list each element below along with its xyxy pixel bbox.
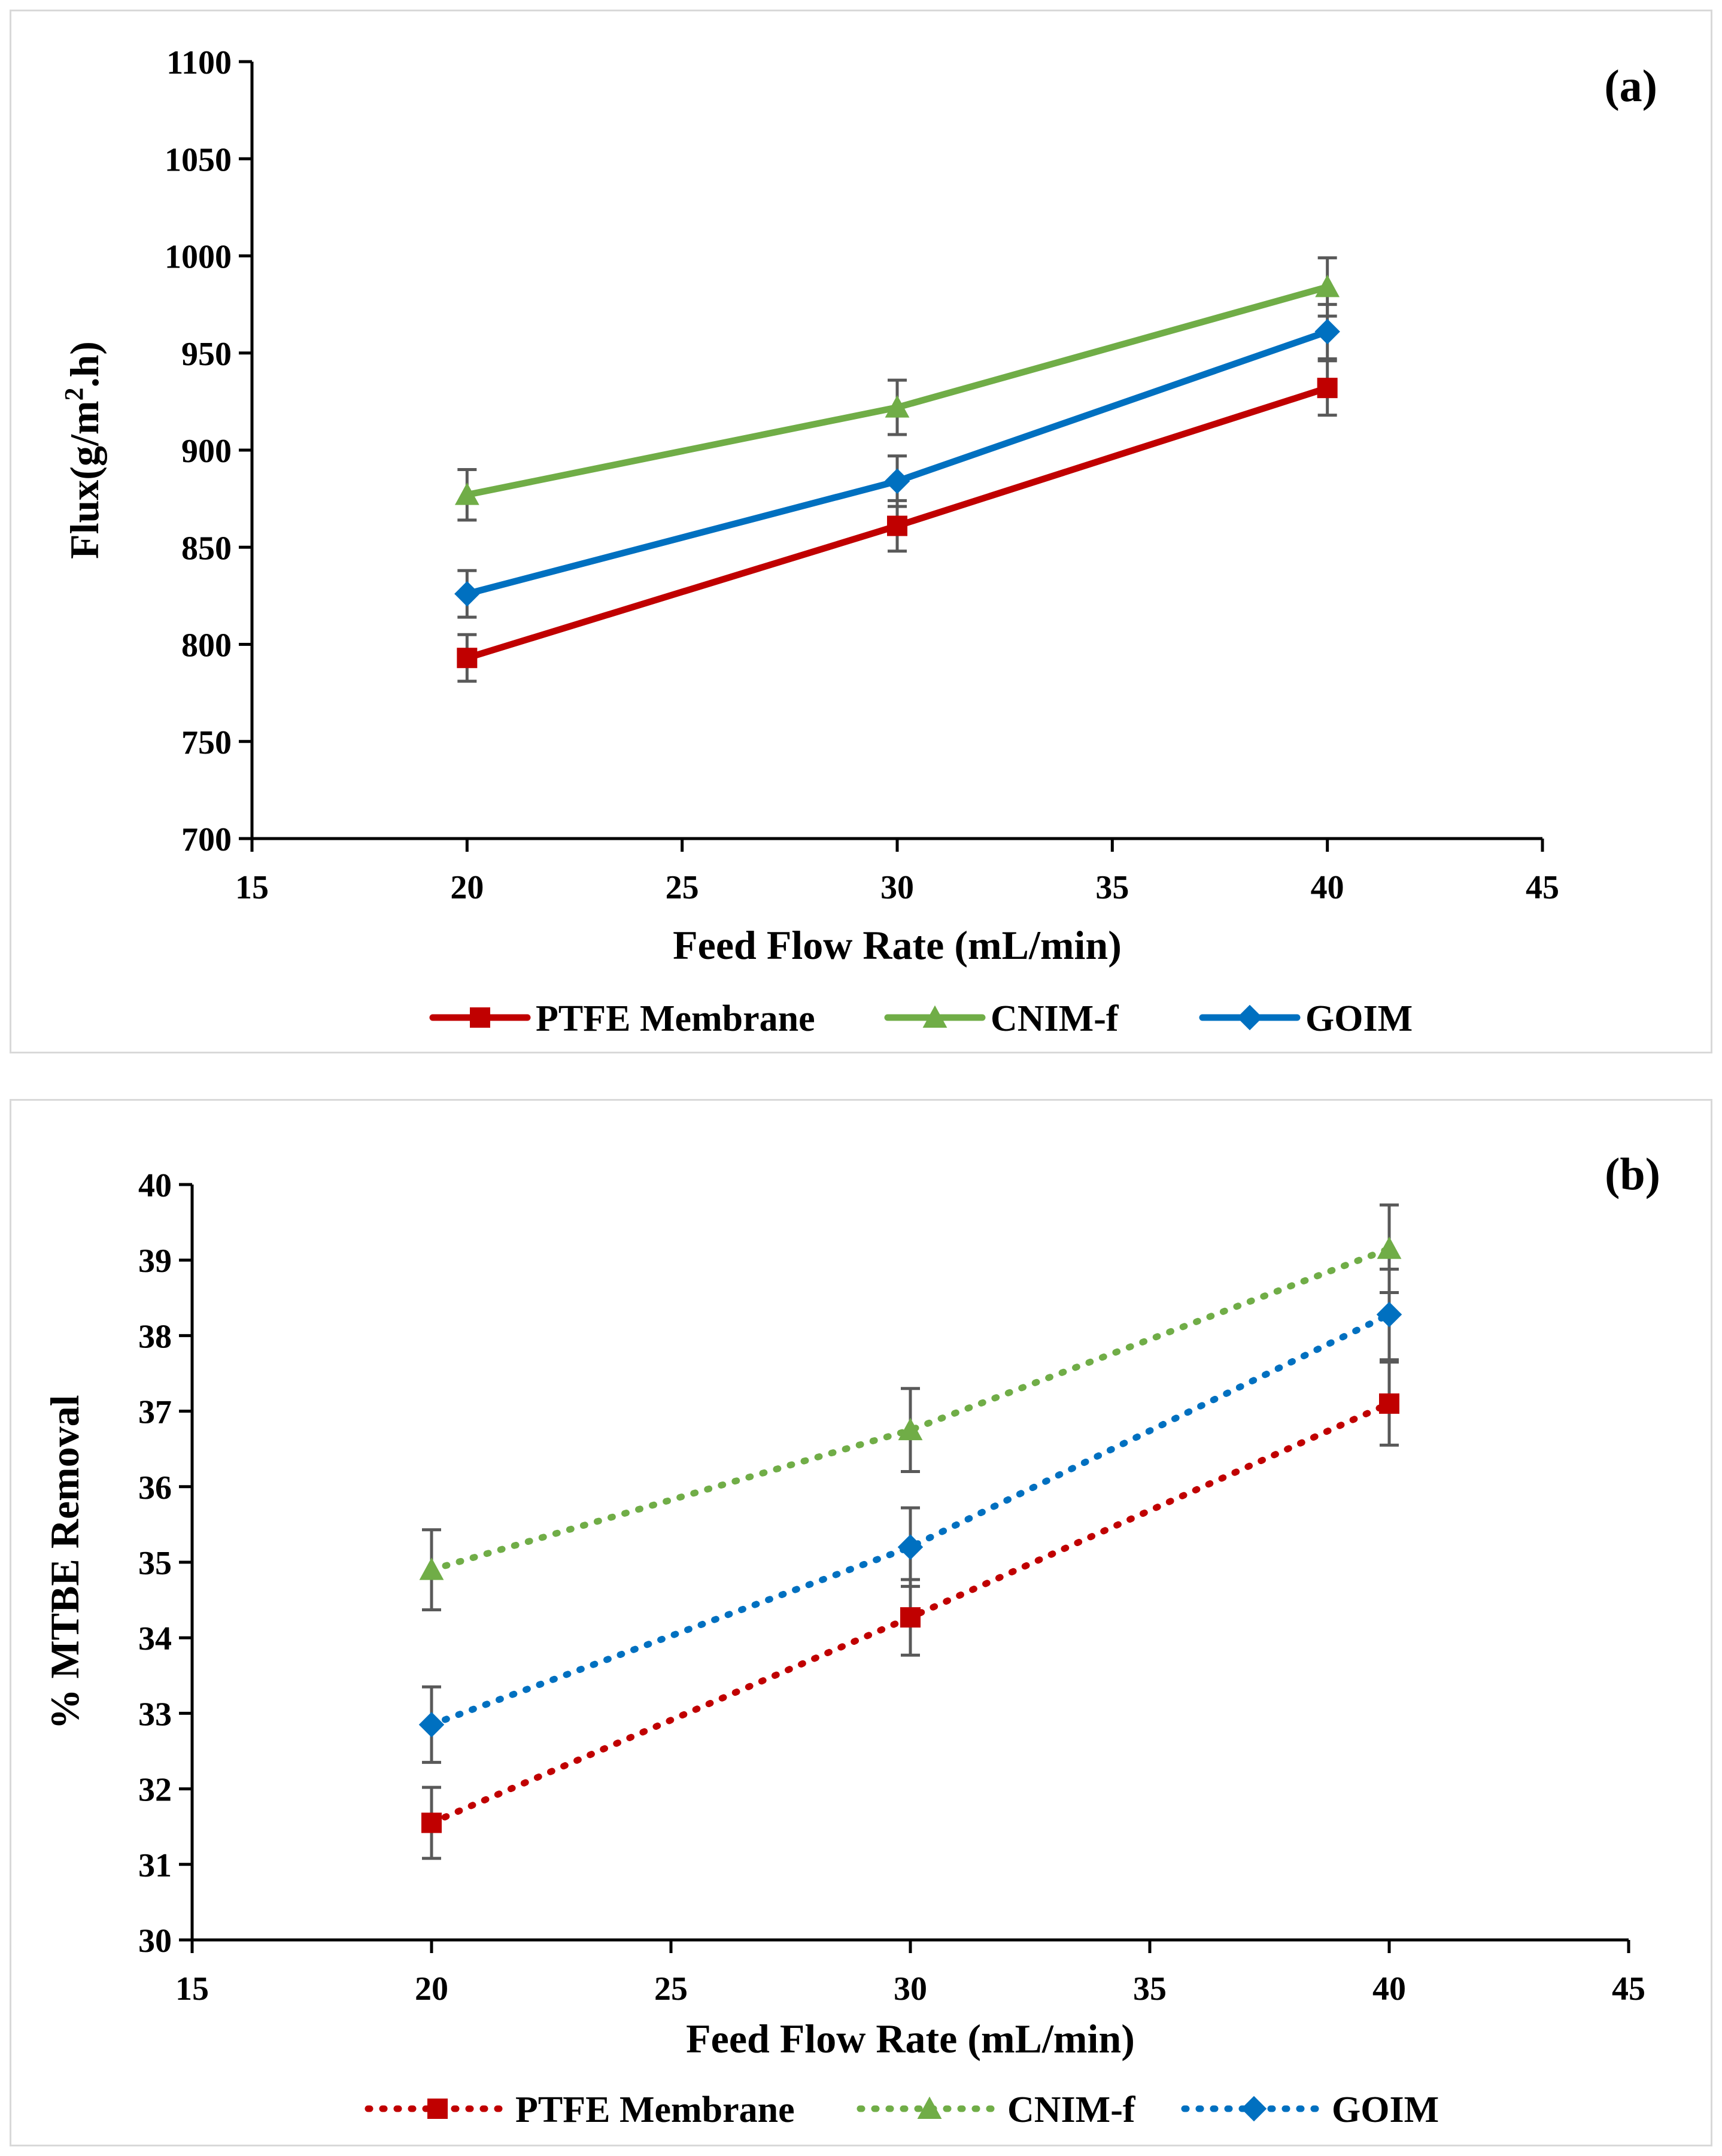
y-tick-label: 750 (181, 724, 232, 761)
x-tick-label: 20 (415, 1970, 448, 2008)
series-ptfe-membrane (457, 359, 1338, 683)
legend-marker (470, 1007, 490, 1028)
y-tick-label: 1050 (165, 141, 232, 178)
y-tick-label: 1000 (165, 239, 232, 276)
data-point (1379, 1393, 1399, 1414)
y-tick-label: 39 (138, 1243, 172, 1280)
legend-marker (1237, 1004, 1263, 1031)
series-line (428, 1311, 1393, 1728)
legend: PTFE Membrane CNIM-f GOIM (429, 998, 1413, 1039)
y-axis-title-superscript: 2 (59, 388, 89, 401)
y-tick-label: 700 (181, 821, 232, 858)
y-axis-title: Flux(g/m2.h) (59, 341, 107, 559)
data-point (418, 1712, 445, 1738)
data-point (1377, 1236, 1402, 1259)
x-tick-label: 45 (1612, 1970, 1645, 2008)
data-point (1376, 1301, 1402, 1328)
legend-marker (917, 2096, 942, 2119)
y-tick-label: 950 (181, 336, 232, 373)
y-tick-label: 800 (181, 627, 232, 664)
y-tick-label: 37 (138, 1394, 172, 1431)
x-tick-label: 30 (894, 1970, 927, 2008)
x-tick-label: 15 (235, 869, 269, 906)
series-goim (418, 1267, 1402, 1764)
legend-marker (922, 1005, 947, 1028)
legend-label: PTFE Membrane (536, 998, 815, 1039)
chart-panel-b: 30 31 32 33 34 35 36 37 38 39 40 15 20 25 30 35 40 45 Feed… (10, 1099, 1712, 2146)
x-tick-label: 35 (1133, 1970, 1167, 2008)
x-tick-label: 25 (666, 869, 699, 906)
chart-panel-a: 700 750 800 850 900 950 1000 1050 1100 15 20 25 30 35… (10, 10, 1712, 1053)
mtbe-removal-chart: 30 31 32 33 34 35 36 37 38 39 40 15 20 25 30 35 40 45 Feed… (42, 1149, 1660, 2130)
y-tick-label: 36 (138, 1469, 172, 1507)
x-tick-label: 45 (1526, 869, 1559, 906)
data-point (1314, 318, 1340, 345)
data-point (457, 648, 478, 669)
data-point (1317, 378, 1338, 399)
y-tick-label: 900 (181, 433, 232, 470)
x-tick-label: 35 (1095, 869, 1129, 906)
y-tick-label: 40 (138, 1167, 172, 1204)
y-tick-label: 850 (181, 530, 232, 567)
legend-label: PTFE Membrane (515, 2090, 795, 2130)
y-tick-label: 32 (138, 1772, 172, 1809)
legend: PTFE Membrane CNIM-f GOIM (365, 2090, 1439, 2130)
legend-label: CNIM-f (1007, 2090, 1136, 2130)
y-axis-title-tail: .h) (62, 341, 107, 387)
y-tick-label: 31 (138, 1847, 172, 1884)
data-point (884, 468, 910, 494)
y-axis-title: % MTBE Removal (42, 1395, 87, 1729)
series-goim (454, 303, 1340, 619)
x-tick-label: 40 (1311, 869, 1344, 906)
y-axis-title-main: % MTBE Removal (42, 1395, 87, 1729)
panel-label: (b) (1605, 1149, 1660, 1200)
data-point (900, 1607, 921, 1628)
data-point (419, 1557, 444, 1580)
data-point (887, 515, 907, 536)
y-tick-label: 38 (138, 1318, 172, 1355)
y-tick-label: 30 (138, 1923, 172, 1960)
y-tick-label: 34 (138, 1620, 172, 1657)
data-point (1315, 275, 1340, 297)
series-ptfe-membrane (421, 1361, 1399, 1860)
data-point (898, 1417, 923, 1441)
y-tick-label: 33 (138, 1696, 172, 1733)
x-tick-label: 40 (1372, 1970, 1406, 2008)
y-axis-title-main: Flux(g/m (62, 401, 107, 559)
y-tick-label: 1100 (166, 44, 232, 81)
data-point (454, 581, 480, 607)
x-axis-title: Feed Flow Rate (mL/min) (673, 922, 1122, 968)
x-tick-label: 15 (175, 1970, 209, 2008)
legend-label: CNIM-f (991, 998, 1119, 1039)
y-tick-label: 35 (138, 1545, 172, 1582)
data-point (885, 395, 910, 418)
x-tick-label: 30 (880, 869, 914, 906)
panel-label: (a) (1604, 61, 1657, 111)
data-point (454, 482, 479, 505)
flux-chart: 700 750 800 850 900 950 1000 1050 1100 15 20 25 30 35… (59, 44, 1657, 1039)
legend-marker (427, 2099, 448, 2119)
data-point (421, 1812, 442, 1833)
legend-label: GOIM (1305, 998, 1413, 1039)
data-point (897, 1534, 924, 1560)
legend-marker (1241, 2096, 1267, 2122)
x-axis-title: Feed Flow Rate (mL/min) (686, 2016, 1135, 2061)
x-tick-label: 25 (654, 1970, 688, 2008)
legend-label: GOIM (1332, 2090, 1439, 2130)
x-tick-label: 20 (450, 869, 484, 906)
